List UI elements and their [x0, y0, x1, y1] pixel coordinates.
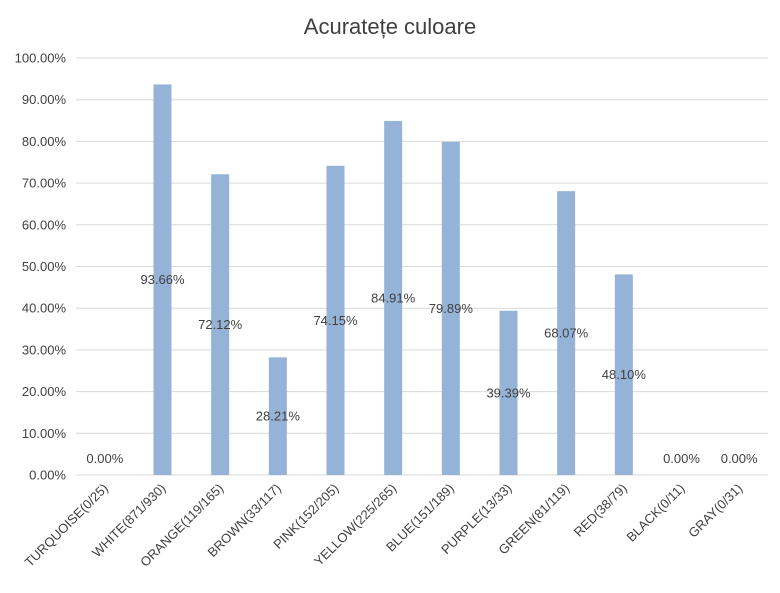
bar	[614, 274, 633, 475]
y-tick-label: 60.00%	[22, 217, 67, 232]
y-tick-label: 0.00%	[29, 468, 66, 483]
bar	[268, 357, 287, 475]
y-axis-tick-labels: 0.00% 10.00% 20.00% 30.00% 40.00% 50.00% 60.00…	[15, 51, 67, 483]
data-label: 39.39%	[486, 385, 531, 400]
y-tick-label: 50.00%	[22, 259, 67, 274]
y-tick-label: 40.00%	[22, 301, 67, 316]
chart-title: Acuratețe culoare	[304, 14, 476, 39]
y-tick-label: 70.00%	[22, 176, 67, 191]
y-tick-label: 80.00%	[22, 134, 67, 149]
category-label: GRAY(0/31)	[685, 481, 745, 541]
data-label: 72.12%	[198, 317, 243, 332]
data-label: 79.89%	[429, 301, 474, 316]
bars	[153, 84, 633, 476]
data-label: 93.66%	[140, 272, 185, 287]
y-tick-label: 10.00%	[22, 426, 67, 441]
data-label: 74.15%	[313, 313, 358, 328]
data-labels: 0.00% 93.66% 72.12% 28.21% 74.15% 84.91% 79.89…	[86, 272, 758, 466]
data-label: 84.91%	[371, 290, 416, 305]
y-tick-label: 90.00%	[22, 92, 67, 107]
category-label: RED(38/79)	[571, 481, 630, 540]
data-label: 0.00%	[663, 451, 700, 466]
gridlines	[76, 57, 768, 476]
bar	[153, 84, 172, 475]
category-label: BLACK(0/11)	[624, 481, 688, 545]
y-tick-label: 100.00%	[15, 51, 67, 66]
data-label: 0.00%	[86, 451, 123, 466]
bar	[557, 191, 576, 475]
data-label: 0.00%	[721, 451, 758, 466]
data-label: 68.07%	[544, 326, 589, 341]
y-tick-label: 20.00%	[22, 384, 67, 399]
y-tick-label: 30.00%	[22, 342, 67, 357]
bar	[326, 165, 345, 475]
bar	[499, 310, 518, 475]
data-label: 48.10%	[602, 367, 647, 382]
bar	[211, 174, 230, 476]
bar	[441, 141, 460, 475]
x-axis-category-labels: TURQUOISE(0/25)WHITE(871/930)ORANGE(119/…	[22, 481, 746, 570]
data-label: 28.21%	[256, 409, 301, 424]
bar	[384, 120, 403, 476]
